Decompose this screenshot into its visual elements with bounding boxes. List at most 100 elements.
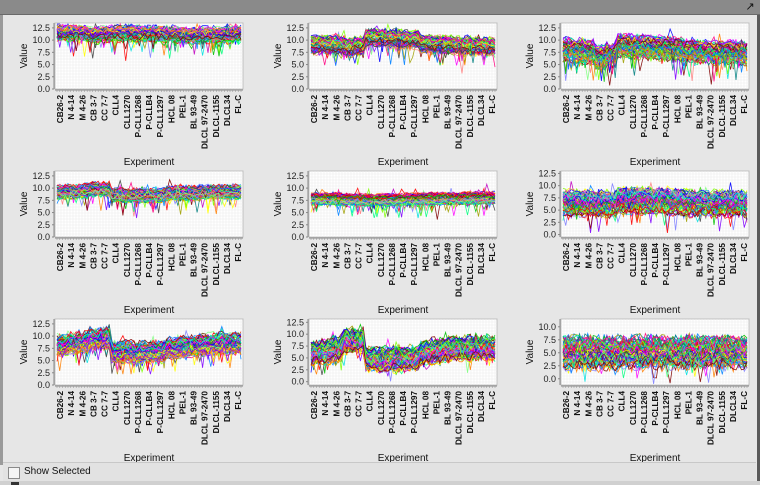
series-line[interactable] xyxy=(310,200,496,219)
x-tick-label: PEL-1 xyxy=(432,391,441,415)
series-line[interactable] xyxy=(562,333,748,358)
series-line[interactable] xyxy=(310,341,496,372)
y-tick-label: 0.0 xyxy=(37,380,50,390)
series-line[interactable] xyxy=(56,191,242,204)
series-line[interactable] xyxy=(56,31,242,53)
profile-chart-4[interactable]: 0.0 2.5 5.0 7.5 10.0 12.5 Value CB26-2 N 4-14 M 4… xyxy=(5,167,255,317)
series-lines xyxy=(56,178,242,219)
series-line[interactable] xyxy=(562,347,748,374)
resize-grip[interactable] xyxy=(11,482,19,485)
series-line[interactable] xyxy=(563,205,748,219)
series-line[interactable] xyxy=(56,23,242,36)
series-line[interactable] xyxy=(56,335,242,361)
series-line[interactable] xyxy=(310,41,496,56)
series-line[interactable] xyxy=(310,198,496,213)
x-tick-label: CLL1270 xyxy=(123,95,132,130)
x-tick-label: CC 7-7 xyxy=(101,391,110,417)
y-axis-label: Value xyxy=(273,339,284,364)
x-tick-label: CLL4 xyxy=(112,95,121,116)
y-tick-label: 0.0 xyxy=(291,377,304,387)
profile-chart-1[interactable]: 0.0 2.5 5.0 7.5 10.0 12.5 Value CB26-2 N 4-14 M 4… xyxy=(5,19,255,169)
series-line[interactable] xyxy=(562,349,748,365)
x-tick-label: CLL1270 xyxy=(629,95,638,130)
series-line[interactable] xyxy=(56,183,242,207)
y-tick-label: 2.5 xyxy=(543,72,556,82)
series-line[interactable] xyxy=(310,328,496,365)
x-tick-label: BL 93-49 xyxy=(444,95,453,129)
series-line[interactable] xyxy=(562,338,748,354)
series-line[interactable] xyxy=(562,45,748,75)
series-line[interactable] xyxy=(562,32,748,51)
show-selected-checkbox[interactable] xyxy=(8,467,20,479)
x-tick-label: CLL4 xyxy=(618,95,627,116)
x-tick-label: PEL-1 xyxy=(684,95,693,119)
series-line[interactable] xyxy=(56,29,242,48)
x-tick-label: P-CLL1297 xyxy=(662,391,671,434)
series-line[interactable] xyxy=(310,27,496,54)
x-tick-label: DLCL 97-2470 xyxy=(201,243,210,297)
x-axis-label: Experiment xyxy=(124,453,175,464)
series-line[interactable] xyxy=(310,36,496,56)
series-line[interactable] xyxy=(310,35,496,52)
series-line[interactable] xyxy=(310,192,496,204)
series-line[interactable] xyxy=(310,36,496,64)
series-line[interactable] xyxy=(310,326,496,355)
x-tick-label: CB26-2 xyxy=(562,95,571,124)
x-tick-label: BL 93-49 xyxy=(190,391,199,425)
profile-chart-5[interactable]: 0.0 2.5 5.0 7.5 10.0 12.5 Value CB26-2 N 4-14 M 4… xyxy=(259,167,509,317)
x-tick-label: DLCL 97-2470 xyxy=(201,391,210,445)
x-tick-label: DLCL 97-2470 xyxy=(707,391,716,445)
profile-chart-9[interactable]: 0.0 2.5 5.0 7.5 10.0 Value CB26-2 N 4-14 M 4-26 C… xyxy=(511,315,760,465)
y-axis-label: Value xyxy=(19,339,30,364)
profile-chart-2[interactable]: 0.0 2.5 5.0 7.5 10.0 12.5 Value CB26-2 N 4-14 M 4… xyxy=(259,19,509,169)
series-line[interactable] xyxy=(562,187,748,211)
x-tick-label: M 4-26 xyxy=(78,243,87,269)
series-line[interactable] xyxy=(562,39,748,59)
series-line[interactable] xyxy=(56,188,242,211)
x-axis-label: Experiment xyxy=(630,453,681,464)
series-line[interactable] xyxy=(310,331,496,361)
series-lines xyxy=(562,331,748,385)
x-axis-label: Experiment xyxy=(124,305,175,316)
x-tick-label: HCL 08 xyxy=(421,391,430,420)
series-line[interactable] xyxy=(310,29,496,62)
series-line[interactable] xyxy=(562,338,748,354)
series-line[interactable] xyxy=(56,31,242,51)
series-line[interactable] xyxy=(56,329,242,352)
series-lines xyxy=(56,323,242,375)
series-line[interactable] xyxy=(56,184,242,206)
series-line[interactable] xyxy=(56,332,242,354)
series-line[interactable] xyxy=(562,356,748,383)
series-line[interactable] xyxy=(310,187,496,205)
series-line[interactable] xyxy=(56,24,242,46)
series-line[interactable] xyxy=(310,193,496,205)
series-line[interactable] xyxy=(562,191,748,207)
series-line[interactable] xyxy=(56,181,242,194)
series-line[interactable] xyxy=(56,31,242,41)
series-line[interactable] xyxy=(56,190,242,205)
profile-chart-6[interactable]: 0.0 2.5 5.0 7.5 10.0 12.5 Value CB26-2 N 4-14 M 4… xyxy=(511,167,760,317)
series-line[interactable] xyxy=(562,358,748,385)
y-tick-label: 12.5 xyxy=(538,23,556,33)
series-line[interactable] xyxy=(562,203,748,223)
expand-arrow-icon[interactable]: ↗ xyxy=(745,1,755,13)
y-tick-label: 5.0 xyxy=(37,60,50,70)
profile-chart-8[interactable]: 0.0 2.5 5.0 7.5 10.0 12.5 Value CB26-2 N 4-14 M 4… xyxy=(259,315,509,465)
y-tick-label: 5.0 xyxy=(543,205,556,215)
x-tick-label: N 4-14 xyxy=(321,95,330,120)
x-tick-label: HCL 08 xyxy=(673,391,682,420)
y-tick-label: 2.5 xyxy=(291,220,304,230)
series-line[interactable] xyxy=(310,31,496,49)
series-line[interactable] xyxy=(310,326,496,361)
series-lines xyxy=(310,23,496,74)
y-tick-label: 5.0 xyxy=(291,208,304,218)
profile-chart-3[interactable]: 0.0 2.5 5.0 7.5 10.0 12.5 Value CB26-2 N 4-14 M 4… xyxy=(511,19,760,169)
y-tick-label: 7.5 xyxy=(543,47,556,57)
profile-chart-7[interactable]: 0.0 2.5 5.0 7.5 10.0 12.5 Value CB26-2 N 4-14 M 4… xyxy=(5,315,255,465)
series-line[interactable] xyxy=(562,190,748,216)
series-line[interactable] xyxy=(310,344,496,373)
series-line[interactable] xyxy=(310,330,496,367)
